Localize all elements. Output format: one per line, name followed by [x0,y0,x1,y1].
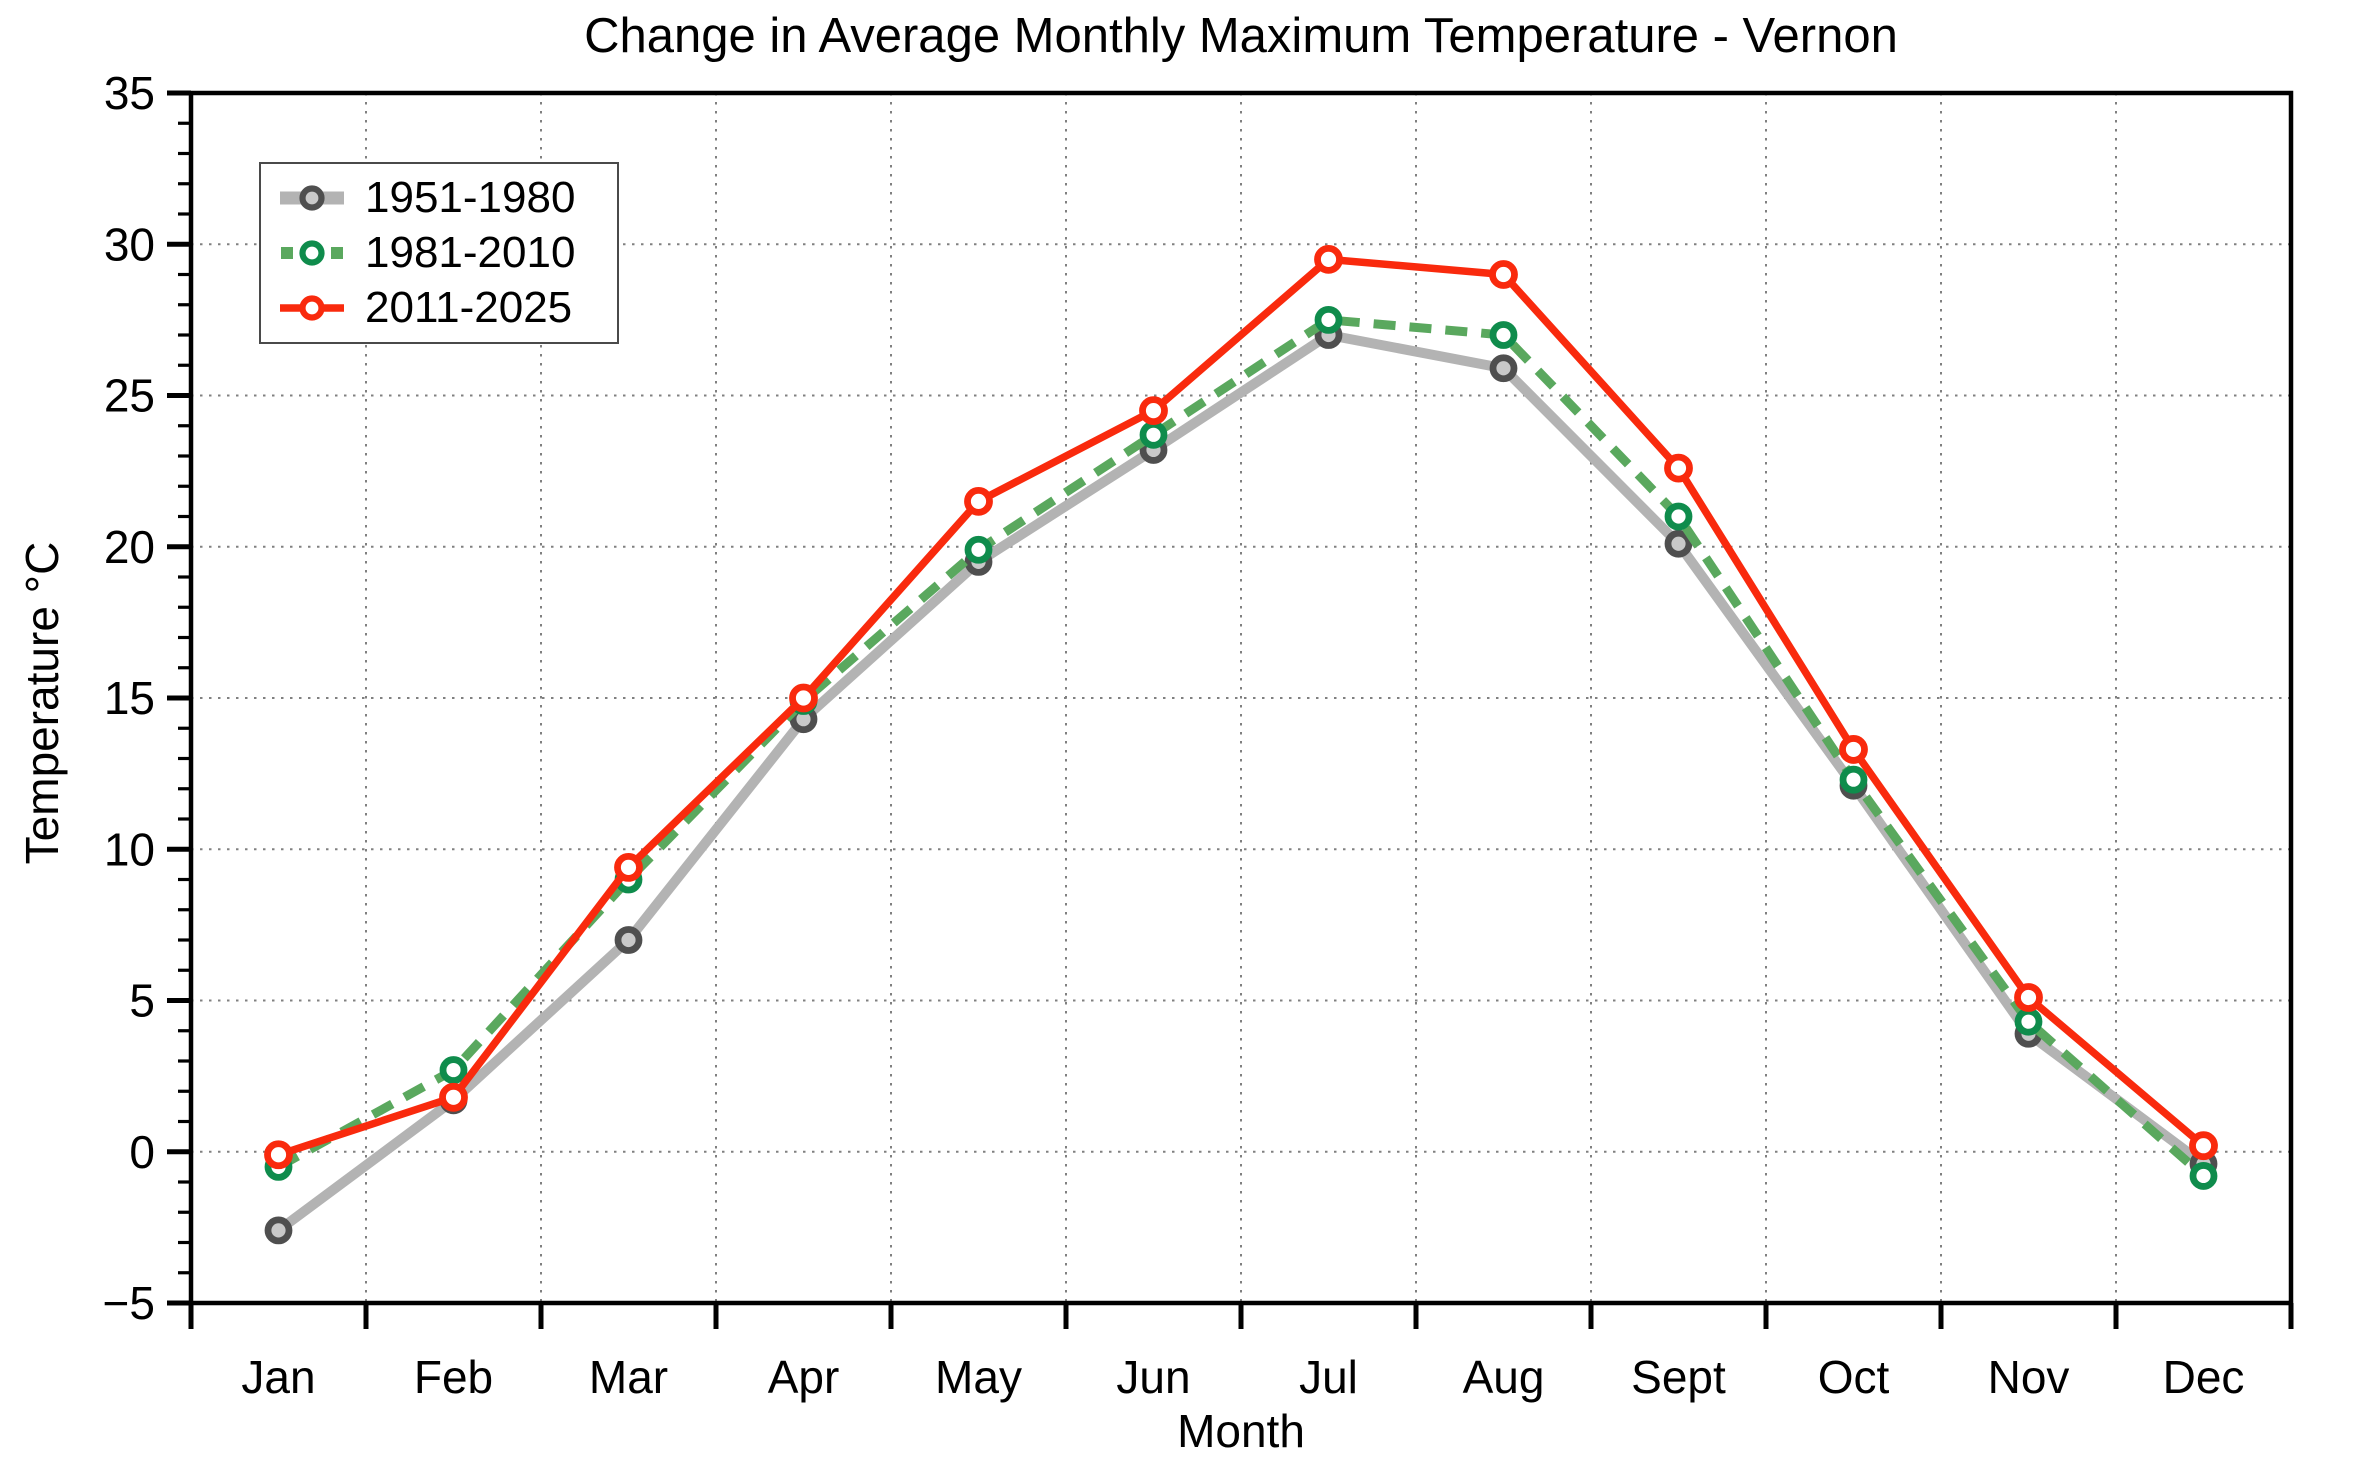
data-point [1839,765,1868,794]
x-tick-label: Apr [768,1351,840,1403]
legend: 1951-1980 1981-2010 2011-2025 [259,162,619,344]
legend-marker [299,185,325,211]
data-point [1139,396,1168,426]
x-tick-label: Oct [1818,1351,1890,1403]
legend-label: 2011-2025 [365,283,573,333]
data-point [2014,1007,2043,1036]
legend-label: 1981-2010 [365,227,576,277]
data-point [439,1082,468,1112]
y-tick-label: 35 [104,67,155,119]
data-point [1314,244,1343,274]
data-point [1489,321,1518,349]
chart-axes [167,90,2294,1329]
data-point [1489,354,1518,383]
data-point [264,1140,293,1170]
legend-label: 1951-1980 [365,172,576,222]
x-tick-label: Feb [414,1351,493,1403]
x-tick-label: Nov [1988,1351,2070,1403]
data-point [2189,1162,2218,1190]
legend-item-1981-2010: 1981-2010 [279,227,607,277]
legend-swatch [280,185,344,211]
data-point [964,535,993,564]
data-point [1664,502,1693,531]
y-tick-label: 10 [104,823,155,875]
chart-title: Change in Average Monthly Maximum Temper… [584,9,1898,63]
x-tick-label: May [935,1351,1022,1403]
series-line-2011-2025 [277,255,2206,1159]
data-point [614,926,643,954]
data-point [1314,305,1343,334]
tick-labels: −5 0 5 10 15 20 25 30 35 Jan Feb Mar Apr May Jun Jul Aug… [103,67,2245,1403]
x-tick-label: Sept [1631,1351,1726,1403]
data-point [439,1056,468,1084]
legend-item-2011-2025: 2011-2025 [279,286,607,330]
legend-item-1951-1980: 1951-1980 [279,172,607,222]
series-markers-2011-2025 [264,244,2218,1170]
data-point [789,683,818,713]
data-point [2014,983,2043,1012]
y-tick-label: 0 [129,1126,155,1178]
data-point [964,486,993,516]
x-tick-label: Aug [1463,1351,1545,1403]
x-tick-label: Jan [241,1351,315,1403]
y-tick-label: 30 [104,218,155,270]
y-tick-label: 15 [104,672,155,724]
x-tick-label: Jun [1116,1351,1190,1403]
data-point [264,1216,293,1245]
data-point [1839,735,1868,764]
data-point [614,853,643,882]
data-point [1489,260,1518,289]
legend-swatch [281,240,343,266]
data-point [2189,1131,2218,1161]
legend-marker [299,240,325,266]
x-tick-label: Dec [2163,1351,2245,1403]
series-group [264,244,2218,1245]
y-tick-label: −5 [103,1277,155,1329]
y-tick-label: 20 [104,521,155,573]
y-axis-label: Temperature °C [16,541,68,865]
x-tick-label: Mar [589,1351,668,1403]
series-markers-1981-2010 [264,305,2218,1190]
legend-marker [299,295,325,321]
legend-swatch [280,295,344,321]
x-tick-label: Jul [1299,1351,1358,1403]
data-point [1664,529,1693,558]
data-point [1664,453,1693,483]
y-tick-label: 25 [104,370,155,422]
x-axis-label: Month [1177,1405,1305,1457]
data-point [1139,420,1168,449]
series-line-1951-1980 [275,330,2207,1235]
y-tick-label: 5 [129,975,155,1027]
